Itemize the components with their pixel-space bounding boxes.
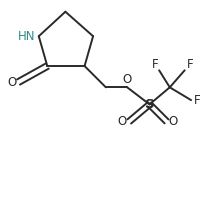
Text: F: F bbox=[187, 58, 194, 72]
Text: O: O bbox=[118, 115, 127, 128]
Text: O: O bbox=[8, 75, 17, 89]
Text: O: O bbox=[169, 115, 178, 128]
Text: O: O bbox=[122, 73, 132, 86]
Text: S: S bbox=[145, 98, 154, 111]
Text: HN: HN bbox=[17, 30, 35, 43]
Text: F: F bbox=[194, 94, 201, 107]
Text: F: F bbox=[152, 58, 158, 71]
